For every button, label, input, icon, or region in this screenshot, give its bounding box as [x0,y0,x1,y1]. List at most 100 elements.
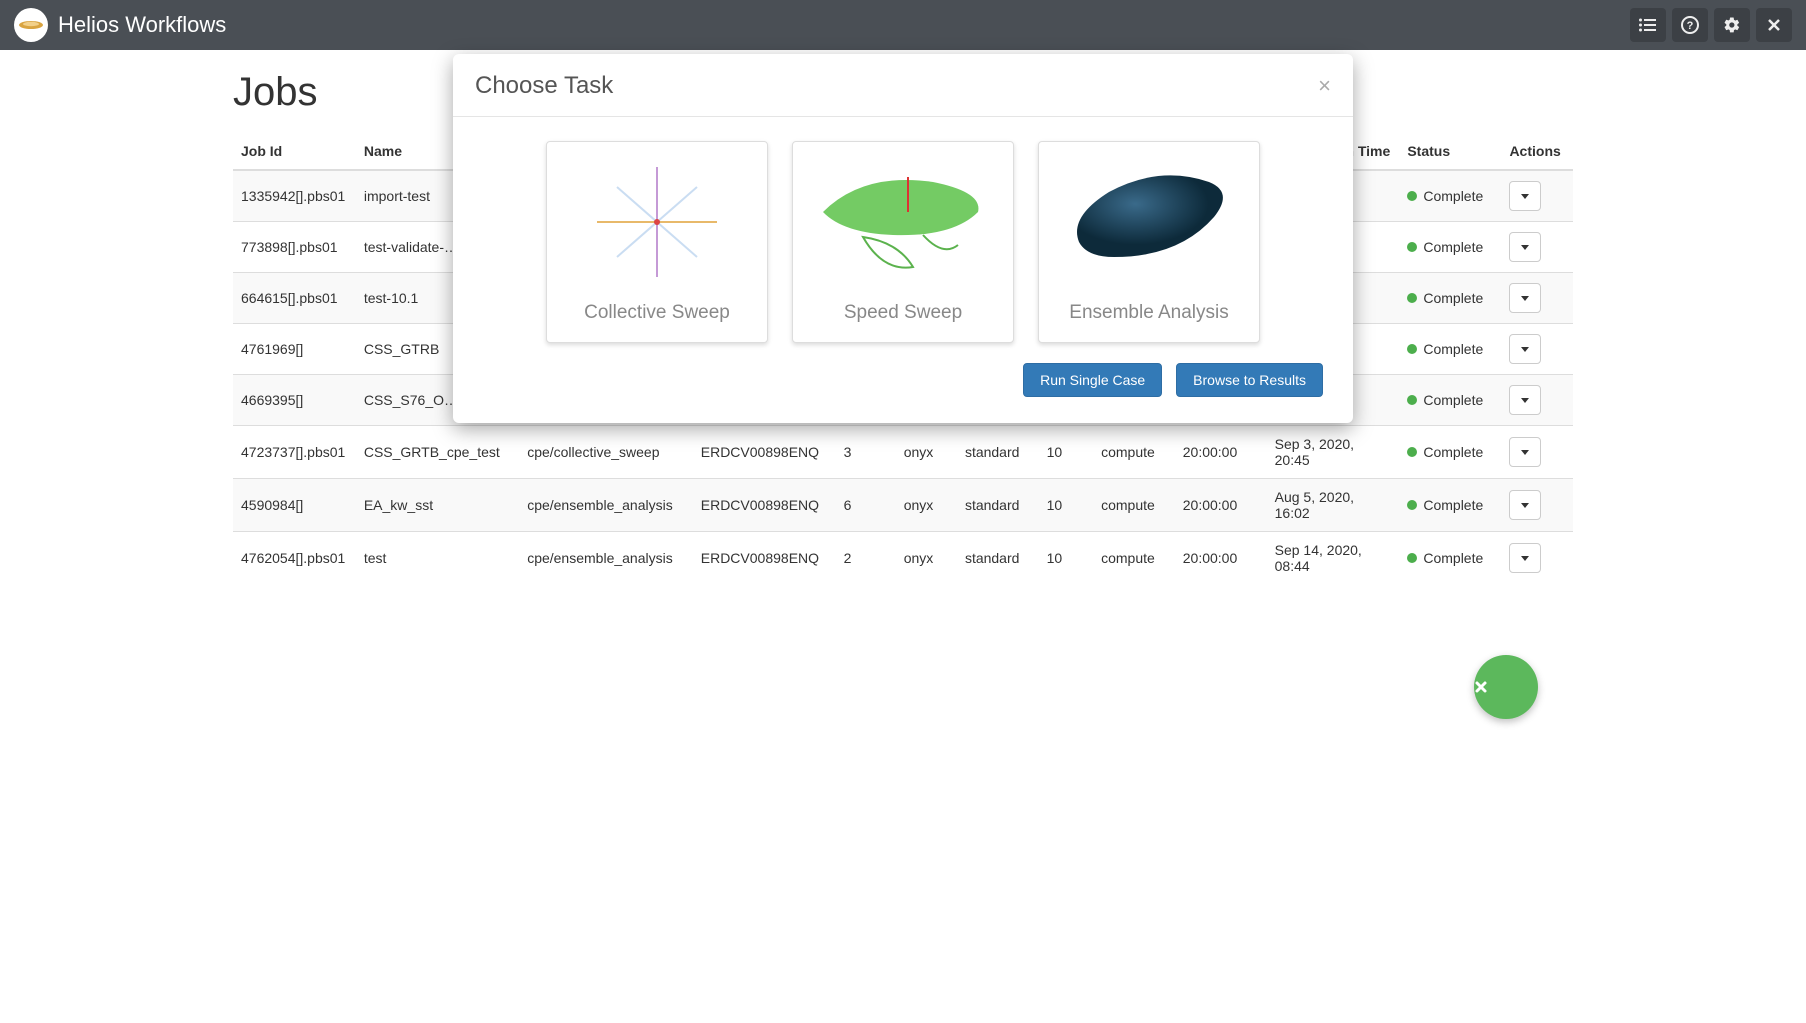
task-card-ensemble-analysis[interactable]: Ensemble Analysis [1038,141,1260,343]
row-actions-dropdown[interactable] [1509,543,1541,573]
task-card-speed-sweep[interactable]: Speed Sweep [792,141,1014,343]
status-dot-icon [1407,447,1417,457]
list-icon[interactable] [1630,8,1666,42]
status-label: Complete [1423,290,1483,306]
cell-name: CSS_GRTB_cpe_test [356,426,519,479]
modal-header: Choose Task × [453,54,1353,117]
app-title: Helios Workflows [58,12,226,38]
table-row[interactable]: 4590984[]EA_kw_sstcpe/ensemble_analysisE… [233,479,1573,532]
task-label: Ensemble Analysis [1069,302,1228,324]
navbar-brand[interactable]: Helios Workflows [14,8,226,42]
cell-actions [1501,273,1573,324]
cell-queue: standard [957,532,1039,585]
row-actions-dropdown[interactable] [1509,437,1541,467]
cell-status: Complete [1399,222,1501,273]
cell-job_id: 4590984[] [233,479,356,532]
row-actions-dropdown[interactable] [1509,283,1541,313]
row-actions-dropdown[interactable] [1509,490,1541,520]
cell-status: Complete [1399,170,1501,222]
cell-job_id: 664615[].pbs01 [233,273,356,324]
cell-actions [1501,324,1573,375]
help-icon[interactable]: ? [1672,8,1708,42]
cell-actions [1501,170,1573,222]
row-actions-dropdown[interactable] [1509,385,1541,415]
browse-to-results-button[interactable]: Browse to Results [1176,363,1323,397]
status-label: Complete [1423,392,1483,408]
cell-walltime: 20:00:00 [1175,426,1267,479]
cell-type: compute [1093,426,1175,479]
cell-actions [1501,426,1573,479]
cell-nodes: 2 [836,532,896,585]
navbar: Helios Workflows ? [0,0,1806,50]
status-label: Complete [1423,497,1483,513]
cell-status: Complete [1399,532,1501,585]
svg-text:?: ? [1687,20,1694,32]
cell-job_id: 4761969[] [233,324,356,375]
modal-title: Choose Task [475,72,613,100]
status-label: Complete [1423,550,1483,566]
cell-job_id: 4723737[].pbs01 [233,426,356,479]
status-dot-icon [1407,191,1417,201]
cell-status: Complete [1399,479,1501,532]
status-label: Complete [1423,341,1483,357]
status-label: Complete [1423,188,1483,204]
cell-project: ERDCV00898ENQ [693,426,836,479]
cell-job_id: 1335942[].pbs01 [233,170,356,222]
gear-icon[interactable] [1714,8,1750,42]
col-status[interactable]: Status [1399,133,1501,170]
cell-submitted: Aug 5, 2020, 16:02 [1267,479,1400,532]
row-actions-dropdown[interactable] [1509,181,1541,211]
table-row[interactable]: 4762054[].pbs01testcpe/ensemble_analysis… [233,532,1573,585]
task-thumb [1059,142,1239,302]
task-thumb [803,142,1003,302]
task-card-collective-sweep[interactable]: Collective Sweep [546,141,768,343]
modal-body: Collective Sweep Speed Sweep Ensemble Anal… [453,117,1353,353]
status-dot-icon [1407,242,1417,252]
cell-queue: standard [957,426,1039,479]
modal-close-icon[interactable]: × [1318,73,1331,99]
col-job-id[interactable]: Job Id [233,133,356,170]
cell-host: onyx [896,479,957,532]
chevron-down-icon [1521,450,1529,455]
cell-actions [1501,222,1573,273]
chevron-down-icon [1521,556,1529,561]
cell-status: Complete [1399,426,1501,479]
cell-actions [1501,375,1573,426]
row-actions-dropdown[interactable] [1509,334,1541,364]
navbar-right: ? [1630,8,1792,42]
cell-type: compute [1093,532,1175,585]
status-dot-icon [1407,293,1417,303]
task-label: Collective Sweep [584,302,730,324]
table-row[interactable]: 4723737[].pbs01CSS_GRTB_cpe_testcpe/coll… [233,426,1573,479]
cell-job_id: 773898[].pbs01 [233,222,356,273]
chevron-down-icon [1521,503,1529,508]
status-label: Complete [1423,239,1483,255]
task-label: Speed Sweep [844,302,962,324]
choose-task-modal: Choose Task × Collective Sweep Speed Swee… [453,54,1353,423]
cell-host: onyx [896,426,957,479]
col-actions[interactable]: Actions [1501,133,1573,170]
cell-task: cpe/ensemble_analysis [519,479,693,532]
cell-host: onyx [896,532,957,585]
cell-nodes: 6 [836,479,896,532]
status-dot-icon [1407,344,1417,354]
chevron-down-icon [1521,296,1529,301]
status-dot-icon [1407,500,1417,510]
run-single-case-button[interactable]: Run Single Case [1023,363,1162,397]
cell-type: compute [1093,479,1175,532]
fab-close-button[interactable] [1474,655,1538,719]
cell-queue: standard [957,479,1039,532]
close-icon[interactable] [1756,8,1792,42]
cell-status: Complete [1399,273,1501,324]
status-label: Complete [1423,444,1483,460]
row-actions-dropdown[interactable] [1509,232,1541,262]
chevron-down-icon [1521,245,1529,250]
cell-job_id: 4762054[].pbs01 [233,532,356,585]
cell-cpus: 10 [1039,479,1093,532]
cell-walltime: 20:00:00 [1175,532,1267,585]
cell-job_id: 4669395[] [233,375,356,426]
status-dot-icon [1407,553,1417,563]
cell-status: Complete [1399,324,1501,375]
cell-project: ERDCV00898ENQ [693,479,836,532]
cell-name: test [356,532,519,585]
